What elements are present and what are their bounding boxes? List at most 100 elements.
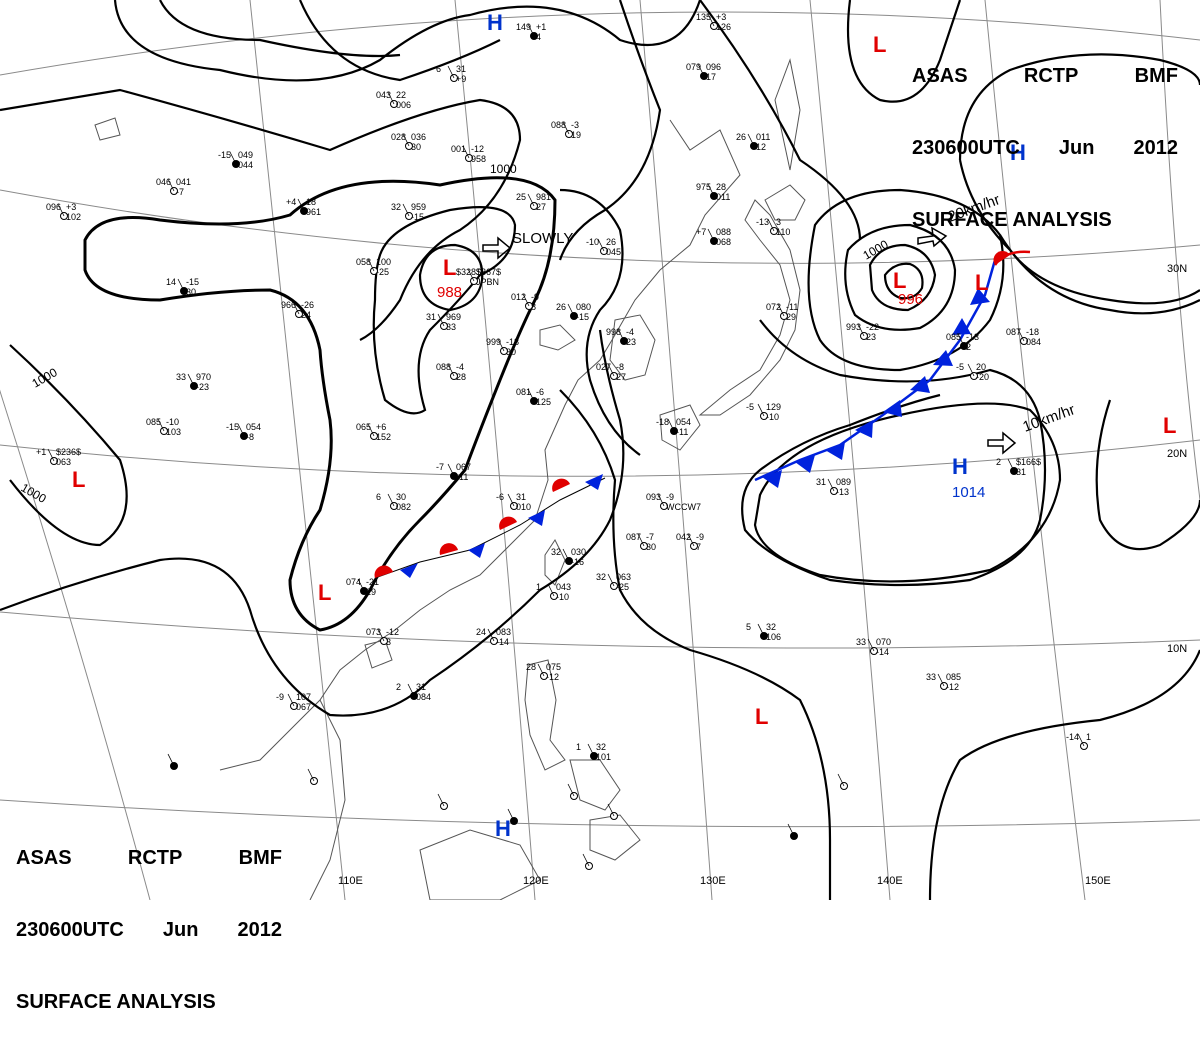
meridian-160e [1159,0,1200,501]
borneo-edge [419,829,541,900]
station-value: 054 [246,422,261,432]
station-value: 32 [596,742,606,752]
wind-barb [767,218,775,232]
isobar-central-1 [159,0,401,58]
station-value: -15 [186,277,199,287]
station-value: 24 [301,310,311,320]
station-value: 089 [836,477,851,487]
footer-time: 230600UTC [16,919,124,941]
wind-barb [567,783,575,797]
station-value: -18 [506,337,519,347]
station-value: 31 [1016,467,1026,477]
station-value: 26 [606,237,616,247]
wind-barb [522,293,530,307]
station-value: -7 [646,532,654,542]
footer-title: SURFACE ANALYSIS [16,991,216,1013]
wind-barb [657,493,665,507]
isobar-south-long [559,389,832,900]
wind-barb [537,663,545,677]
high-center-north: H [487,10,503,35]
station-value: 28 [716,182,726,192]
wind-barb [407,683,415,697]
station-value: 106 [766,632,781,642]
cold-mark-4 [585,474,603,490]
station-value: 027 [596,362,611,372]
meridian-150e [984,0,1086,900]
warm-mark-2 [439,543,458,555]
station-value: 082 [396,502,411,512]
station-value: 110 [776,227,790,237]
movement-arrows [482,226,1017,455]
wind-barb [637,533,645,547]
warm-front-marks [374,478,570,578]
station-value: 075 [546,662,561,672]
station-value: -14 [876,647,889,657]
warm-mark-4 [552,478,570,492]
station-value: 096 [706,62,721,72]
wind-barb [387,493,395,507]
station-value: 31 [456,64,466,74]
wind-barb [307,768,315,782]
station-value: 1 [1086,732,1091,742]
stationary-front-line [374,477,606,579]
station-value: 012 [511,292,526,302]
station-value: 26 [736,132,746,142]
low-center-top-right: L [873,32,886,57]
station-value: -21 [366,577,379,587]
wind-barb [367,258,375,272]
header-bottom-left: ASAS RCTP BMF 230600UTC Jun 2012 SURFACE… [16,798,282,1038]
station-value: 30 [396,492,406,502]
wind-barb [237,423,245,437]
wind-barb [447,463,455,477]
visayas [569,759,621,811]
station-value: 12 [756,142,766,152]
vietnam-coast [309,699,346,900]
station-value: 30 [186,287,196,297]
wind-barb [607,803,615,817]
station-value: -10 [556,592,569,602]
station-value: 088 [551,120,566,130]
station-value: -7 [436,462,444,472]
station-value: +4 [286,197,296,207]
header-year: 2012 [1133,137,1179,159]
station-value: 081 [516,387,531,397]
station-value: -15 [218,150,231,160]
station-value: 31 [426,312,436,322]
station-value: 011 [756,132,770,142]
station-value: 093 [646,492,661,502]
station-value: 149 [516,22,531,32]
isobar-east-china [559,188,641,456]
station-value: 102 [66,212,81,222]
lon-label-110e: 110E [338,875,363,887]
wind-barb [562,121,570,135]
wind-barb [597,238,605,252]
station-value: 975 [696,182,711,192]
wind-barb [177,278,185,292]
station-value: 959 [411,202,426,212]
station-value: -14 [496,637,509,647]
station-value: 998 [606,327,621,337]
station-value: -15 [226,422,239,432]
parallel-40n [0,11,1200,76]
station-value: -10 [166,417,179,427]
station-value: 072 [766,302,781,312]
station-value: -18 [656,417,669,427]
station-value: -5 [746,402,754,412]
isobar-low-988-outer [372,206,517,415]
station-value: +3 [66,202,76,212]
station-value: -9 [666,492,674,502]
station-value: -9 [696,532,704,542]
station-value: 22 [396,90,406,100]
station-value: -3 [571,120,579,130]
pc-mark-8 [952,318,971,335]
station-value: 135 [696,12,711,22]
footer-year: 2012 [237,919,283,941]
wind-barb [697,63,705,77]
header-line1: ASAS RCTP BMF [912,64,1178,88]
station-value: 3 [776,217,781,227]
station-value: 993 [846,322,861,332]
isobar-pacific-low-1000 [844,223,957,331]
station-value: -10 [766,412,779,422]
station-value: 096 [46,202,61,212]
